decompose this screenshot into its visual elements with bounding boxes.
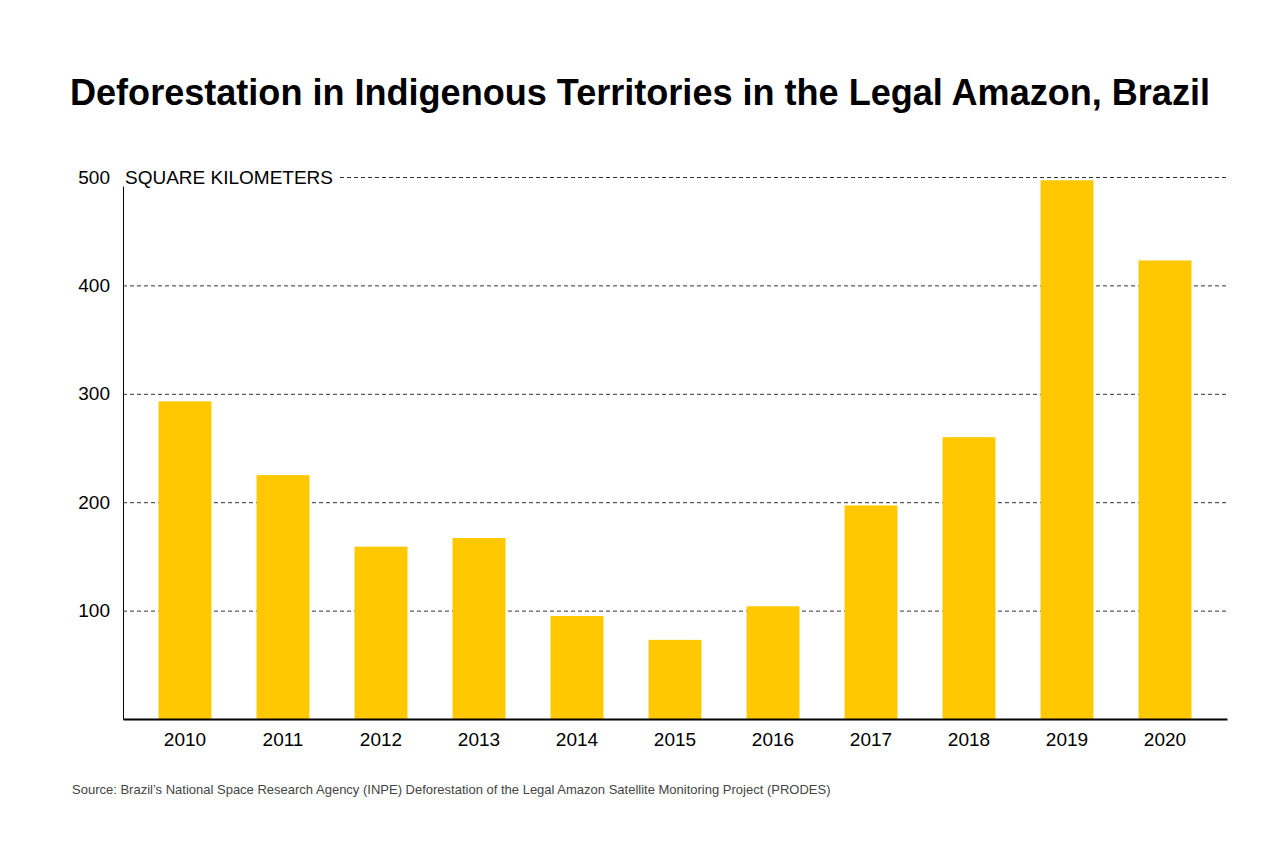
bar	[649, 640, 702, 719]
x-tick: 2011	[263, 719, 304, 750]
y-axis-label: SQUARE KILOMETERS	[125, 167, 333, 188]
x-tick: 2020	[1144, 719, 1186, 750]
bar	[257, 475, 310, 719]
x-tick-label: 2019	[1046, 729, 1088, 750]
y-tick-label: 500	[78, 167, 110, 188]
y-tick-label: 300	[78, 383, 110, 404]
bar	[1139, 260, 1192, 719]
x-tick: 2015	[654, 719, 696, 750]
x-tick: 2014	[556, 719, 599, 750]
y-tick-label: 400	[78, 275, 110, 296]
x-axis-line	[124, 719, 1228, 721]
x-tick-label: 2010	[164, 729, 206, 750]
x-tick: 2012	[360, 719, 402, 750]
bar	[355, 547, 408, 719]
bar	[453, 538, 506, 719]
y-axis: 100 200 300 400 500	[78, 167, 1227, 720]
bar	[845, 505, 898, 719]
bar	[551, 616, 604, 719]
bar	[943, 437, 996, 719]
y-tick-label: 200	[78, 492, 110, 513]
x-tick-label: 2015	[654, 729, 696, 750]
x-tick-label: 2020	[1144, 729, 1186, 750]
chart: Deforestation in Indigenous Territories …	[0, 0, 1280, 853]
x-axis: 2010 2011 2012 2013 2014 2015 2016 2017 2018 2019…	[124, 719, 1228, 750]
x-tick: 2017	[850, 719, 892, 750]
y-tick-label: 100	[78, 600, 110, 621]
x-tick: 2016	[752, 719, 794, 750]
x-tick-label: 2012	[360, 729, 402, 750]
bars	[159, 180, 1192, 719]
bar	[1041, 180, 1094, 719]
x-tick: 2019	[1046, 719, 1088, 750]
x-tick: 2018	[948, 719, 990, 750]
bar	[159, 401, 212, 719]
x-tick-label: 2014	[556, 729, 599, 750]
x-tick: 2010	[164, 719, 206, 750]
title: Deforestation in Indigenous Territories …	[70, 72, 1210, 113]
x-tick-label: 2013	[458, 729, 500, 750]
x-tick-label: 2016	[752, 729, 794, 750]
y-axis-line	[123, 178, 124, 720]
bar	[747, 606, 800, 719]
x-tick-label: 2018	[948, 729, 990, 750]
x-tick-label: 2011	[263, 729, 304, 750]
x-tick-label: 2017	[850, 729, 892, 750]
source: Source: Brazil’s National Space Research…	[72, 782, 830, 797]
x-tick: 2013	[458, 719, 500, 750]
